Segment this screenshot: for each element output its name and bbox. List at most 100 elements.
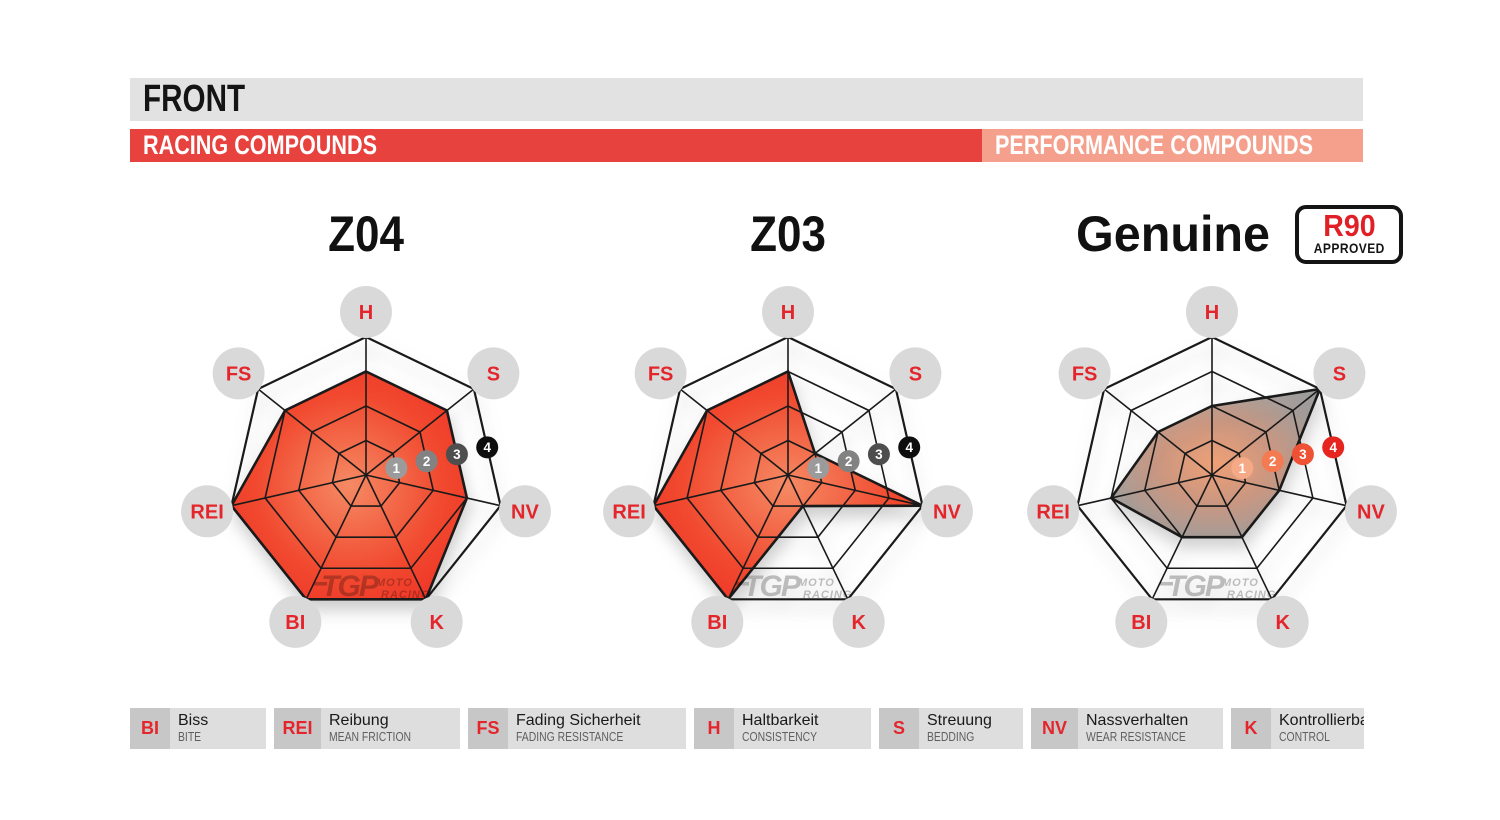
svg-text:MOTO: MOTO bbox=[376, 577, 413, 589]
legend-abbr-bi: BI bbox=[130, 708, 170, 749]
legend-abbr-nv: NV bbox=[1031, 708, 1078, 749]
svg-text:1: 1 bbox=[393, 461, 401, 476]
legend-term-en: CONTROL bbox=[1279, 729, 1330, 744]
chart-title-row: Z03 bbox=[568, 194, 1008, 274]
axis-label-rei: REI bbox=[603, 485, 656, 538]
svg-text:2: 2 bbox=[1269, 454, 1277, 469]
legend-term-en: FADING RESISTANCE bbox=[516, 729, 624, 744]
grid-spoke-s bbox=[365, 388, 475, 476]
grid-spoke-nv bbox=[365, 474, 501, 507]
legend-desc: Biss BITE bbox=[170, 708, 266, 749]
svg-text:K: K bbox=[429, 612, 444, 634]
grid-spoke-bi bbox=[727, 474, 789, 600]
legend-strip: BI Biss BITE REI Reibung MEAN FRICTION FS Fadin… bbox=[130, 708, 1370, 749]
axis-label-rei: REI bbox=[181, 485, 234, 538]
scale-marker-1: 1 bbox=[807, 457, 830, 480]
grid-ring-2 bbox=[297, 405, 435, 538]
grid-spoke-s bbox=[787, 388, 897, 476]
svg-text:RACING: RACING bbox=[381, 589, 430, 601]
grid-ring-3 bbox=[1110, 370, 1314, 570]
r90-label: R90 bbox=[1322, 207, 1376, 243]
axis-label-h: H bbox=[762, 286, 814, 338]
svg-text:3: 3 bbox=[1299, 447, 1307, 462]
legend-abbr-s: S bbox=[879, 708, 919, 749]
svg-text:1: 1 bbox=[1239, 461, 1247, 476]
radar-chart-z04: Z04 TGP MOTO RACING 1 2 3 4 H S bbox=[146, 194, 586, 694]
axis-label-s: S bbox=[1313, 347, 1366, 400]
grid-ring-2 bbox=[719, 405, 857, 538]
svg-text:S: S bbox=[487, 363, 500, 385]
svg-text:NV: NV bbox=[511, 501, 539, 523]
legend-item-k: KKontrollierbarkeitCONTROL bbox=[1231, 708, 1364, 749]
legend-term-en: WEAR RESISTANCE bbox=[1086, 729, 1186, 744]
chart-title-z04: Z04 bbox=[328, 206, 404, 262]
grid-spoke-bi bbox=[305, 474, 367, 600]
svg-text:TGP: TGP bbox=[1167, 570, 1226, 603]
value-outline-z03 bbox=[651, 369, 929, 602]
radar-plot-z03: TGP MOTO RACING 1 2 3 4 H S NV K BI REI bbox=[568, 278, 1008, 688]
legend-item-bi: BI Biss BITE bbox=[130, 708, 266, 749]
axis-label-s: S bbox=[467, 347, 520, 400]
svg-text:K: K bbox=[851, 612, 866, 634]
page-title: FRONT bbox=[143, 78, 246, 120]
chart-title-row: Z04 bbox=[146, 194, 586, 274]
scale-marker-3: 3 bbox=[1291, 443, 1314, 466]
svg-text:K: K bbox=[1275, 612, 1290, 634]
svg-text:MOTO: MOTO bbox=[798, 577, 835, 589]
value-area-z04 bbox=[231, 371, 467, 600]
legend-item-h: H Haltbarkeit CONSISTENCY bbox=[694, 708, 871, 749]
svg-text:H: H bbox=[1205, 302, 1219, 324]
radar-body: TGP MOTO RACING bbox=[1076, 335, 1348, 603]
tgp-moto-racing-watermark: TGP MOTO RACING bbox=[1160, 570, 1275, 603]
legend-desc: Streuung BEDDING bbox=[919, 708, 1023, 749]
svg-text:NV: NV bbox=[1357, 501, 1385, 523]
legend-abbr-k: K bbox=[1231, 708, 1271, 749]
axis-label-k: K bbox=[832, 595, 885, 648]
legend-abbr-h: H bbox=[694, 708, 734, 749]
radar-plot-z04: TGP MOTO RACING 1 2 3 4 H S NV K BI REI bbox=[146, 278, 586, 688]
svg-text:BI: BI bbox=[285, 612, 305, 634]
grid-ring-4 bbox=[652, 335, 924, 601]
tgp-moto-racing-watermark: TGP MOTO RACING bbox=[314, 570, 430, 603]
legend-desc: Reibung MEAN FRICTION bbox=[321, 708, 460, 749]
r90-approved-badge: R90 APPROVED bbox=[1294, 204, 1404, 264]
svg-text:2: 2 bbox=[423, 454, 431, 469]
svg-text:1: 1 bbox=[815, 461, 823, 476]
axis-label-s: S bbox=[889, 347, 942, 400]
grid-spoke-rei bbox=[1077, 474, 1213, 507]
racing-compounds-band: RACING COMPOUNDS bbox=[130, 129, 982, 162]
legend-term-de: Streuung bbox=[927, 712, 992, 729]
legend-term-de: Fading Sicherheit bbox=[516, 712, 641, 729]
scale-marker-2: 2 bbox=[415, 450, 438, 473]
legend-abbr-fs: FS bbox=[468, 708, 508, 749]
axis-label-rei: REI bbox=[1027, 485, 1080, 538]
scale-marker-4: 4 bbox=[476, 436, 499, 459]
svg-text:RACING: RACING bbox=[803, 589, 852, 601]
grid-spoke-k bbox=[365, 474, 427, 600]
legend-desc: Nassverhalten WEAR RESISTANCE bbox=[1078, 708, 1223, 749]
value-area-z03 bbox=[653, 371, 923, 600]
legend-term-en: BITE bbox=[178, 729, 202, 744]
radar-plot-genuine: TGP MOTO RACING 1 2 3 4 H S NV K BI REI bbox=[992, 278, 1432, 688]
svg-text:2: 2 bbox=[845, 454, 853, 469]
scale-marker-1: 1 bbox=[385, 457, 408, 480]
svg-text:FS: FS bbox=[226, 363, 252, 385]
grid-ring-4 bbox=[1076, 335, 1348, 601]
axis-label-bi: BI bbox=[269, 595, 322, 648]
value-area-genuine bbox=[1111, 388, 1320, 538]
svg-text:FS: FS bbox=[1072, 363, 1098, 385]
front-header-bar: FRONT bbox=[130, 78, 1363, 121]
legend-desc: Fading Sicherheit FADING RESISTANCE bbox=[508, 708, 686, 749]
grid-spoke-k bbox=[787, 474, 849, 600]
scale-marker-3: 3 bbox=[867, 443, 890, 466]
svg-text:MOTO: MOTO bbox=[1222, 577, 1259, 589]
axis-label-fs: FS bbox=[1058, 347, 1111, 400]
svg-text:NV: NV bbox=[933, 501, 961, 523]
svg-text:REI: REI bbox=[190, 501, 223, 523]
legend-abbr-rei: REI bbox=[274, 708, 321, 749]
legend-term-en: CONSISTENCY bbox=[742, 729, 818, 744]
value-outline-z04 bbox=[229, 370, 469, 601]
legend-desc: Haltbarkeit CONSISTENCY bbox=[734, 708, 871, 749]
legend-item-rei: REI Reibung MEAN FRICTION bbox=[274, 708, 460, 749]
